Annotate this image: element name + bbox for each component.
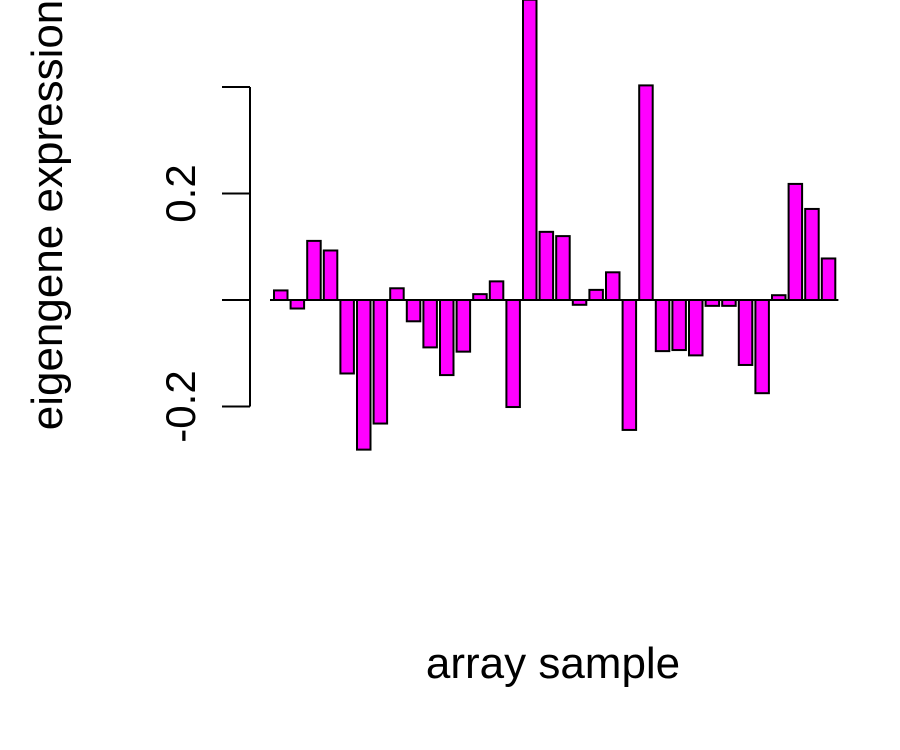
bar [505,299,521,409]
bar [654,299,671,353]
y-tick-label: 0.2 [157,164,204,222]
bar [339,299,355,375]
bar [621,299,638,431]
bar [804,207,820,302]
bar [455,299,472,353]
bar [737,299,754,366]
bar [306,239,322,301]
bar [820,257,837,301]
y-axis: -0.2 0.2 [157,86,251,443]
bar [555,235,571,302]
bar [488,280,505,301]
y-axis-label: eigengene expression [23,0,72,430]
bar [389,287,405,302]
x-axis-label: array sample [426,639,680,688]
bar [754,299,770,395]
bar [356,299,372,451]
bar [588,288,604,302]
y-tick-label: -0.2 [157,370,204,442]
bar [688,299,704,357]
bar [787,182,804,301]
bar [538,230,555,301]
bar [289,299,306,310]
bar [605,271,621,301]
bar [439,299,455,377]
bar [422,299,438,349]
bars-layer [273,0,837,451]
bar [671,299,687,352]
bar [522,0,538,301]
bar [638,84,654,301]
bar [273,289,289,302]
bar [405,299,422,323]
bar [372,299,389,425]
bar [322,249,339,301]
